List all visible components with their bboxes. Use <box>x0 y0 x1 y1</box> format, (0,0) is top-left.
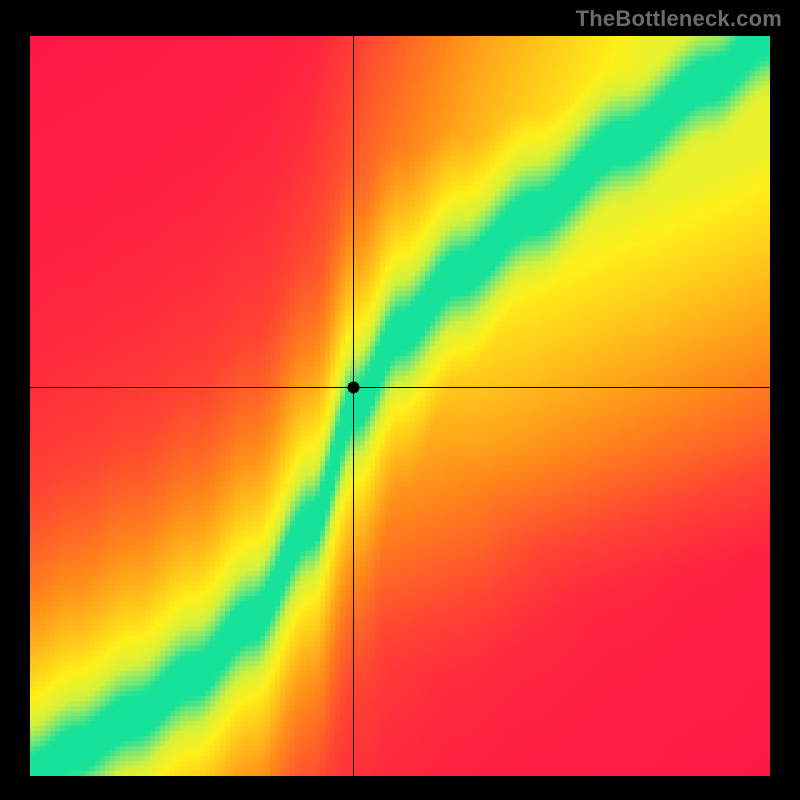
heatmap-plot <box>30 36 770 776</box>
watermark-text: TheBottleneck.com <box>576 6 782 32</box>
heatmap-canvas <box>30 36 770 776</box>
page-root: TheBottleneck.com <box>0 0 800 800</box>
